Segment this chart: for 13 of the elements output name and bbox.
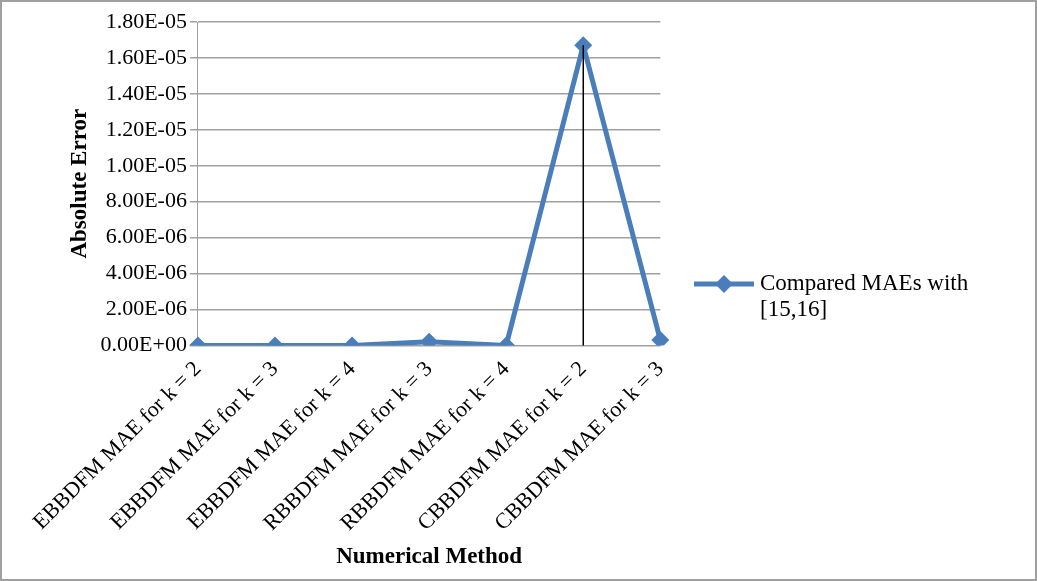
y-tick-label: 8.00E-06 — [105, 187, 187, 213]
y-tick-label: 1.60E-05 — [105, 43, 187, 69]
y-tick-label: 1.20E-05 — [105, 115, 187, 141]
y-tick-label: 1.80E-05 — [105, 7, 187, 33]
y-tick-label: 1.40E-05 — [105, 79, 187, 105]
legend-label: Compared MAEs with [15,16] — [760, 270, 970, 322]
y-tick-label: 6.00E-06 — [105, 223, 187, 249]
y-tick-label: 4.00E-06 — [105, 259, 187, 285]
y-tick-label: 1.00E-05 — [105, 151, 187, 177]
y-axis-title: Absolute Error — [65, 108, 91, 259]
y-tick-label: 0.00E+00 — [100, 331, 187, 357]
y-tick-label: 2.00E-06 — [105, 295, 187, 321]
x-axis-title: Numerical Method — [336, 543, 523, 569]
